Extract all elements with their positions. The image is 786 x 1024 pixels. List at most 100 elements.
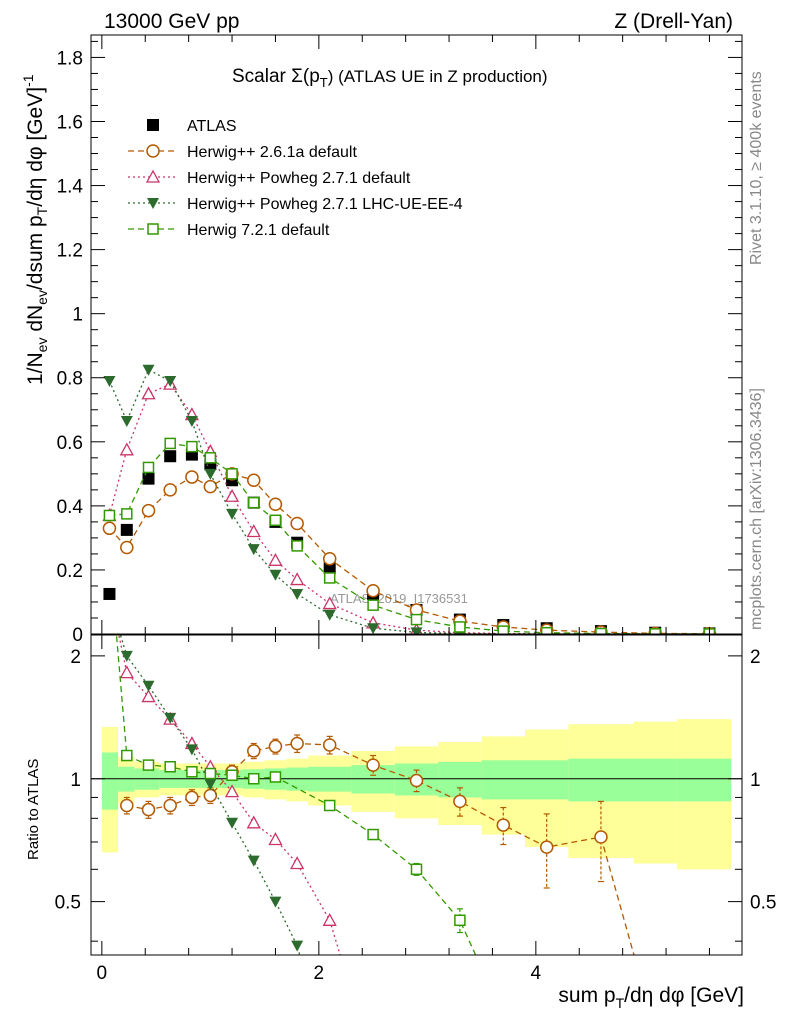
- herwig-7-2-1-default-point: [497, 625, 510, 634]
- legend-marker-herwig-7-2-1-default: [147, 223, 159, 235]
- herwig-powheg-2-7-1-lhc-ue-ee-4-point: [323, 609, 336, 621]
- herwig-2-6-1a-default-point: [366, 584, 380, 598]
- main-y-tick-label: 0: [72, 625, 83, 646]
- legend-label-herwig-2-6-1a-default: Herwig++ 2.6.1a default: [187, 144, 357, 161]
- atlas-point: [120, 523, 133, 536]
- herwig-powheg-2-7-1-lhc-ue-ee-4-point: [410, 627, 423, 634]
- herwig-powheg-2-7-1-lhc-ue-ee-4-point: [226, 508, 239, 520]
- herwig-7-2-1-default-ratio-point: [164, 761, 176, 773]
- herwig-7-2-1-default-point: [204, 452, 217, 464]
- ratio-uncertainty-bands: [101, 719, 732, 870]
- herwig-2-6-1a-default-ratio-point: [366, 758, 380, 772]
- main-y-tick-label: 1: [72, 305, 83, 326]
- ratio-series-layer: [115, 635, 635, 955]
- mcplots-label: mcplots.cern.ch [arXiv:1306.3436]: [748, 388, 765, 630]
- main-y-tick-label: 1.2: [57, 241, 83, 262]
- ratio-y-tick-label-right: 0.5: [750, 893, 776, 914]
- herwig-2-6-1a-default-ratio-point: [409, 773, 424, 788]
- herwig-powheg-2-7-1-lhc-ue-ee-4-ratio-point: [291, 940, 304, 952]
- rivet-version-label: Rivet 3.1.10, ≥ 400k events: [748, 71, 765, 265]
- atlas-point: [164, 450, 177, 463]
- herwig-2-6-1a-default-point: [120, 540, 134, 555]
- herwig-powheg-2-7-1-default-ratio-point: [246, 815, 261, 829]
- herwig-2-6-1a-default-point: [102, 521, 117, 536]
- herwig-powheg-2-7-1-lhc-ue-ee-4-point: [142, 364, 155, 376]
- legend-label-herwig-powheg-2-7-1-lhc-ue-ee-4: Herwig++ Powheg 2.7.1 LHC-UE-EE-4: [187, 196, 463, 213]
- herwig-2-6-1a-default-ratio-point: [120, 798, 134, 813]
- inner-band-bin: [101, 752, 119, 810]
- x-tick-label: 4: [531, 963, 542, 984]
- inner-band-bin: [525, 760, 569, 800]
- herwig-powheg-2-7-1-lhc-ue-ee-4-ratio-point: [164, 712, 177, 724]
- legend-label-herwig-7-2-1-default: Herwig 7.2.1 default: [187, 222, 330, 239]
- herwig-powheg-2-7-1-default-ratio-point: [141, 689, 156, 703]
- herwig-7-2-1-default-point: [540, 626, 553, 634]
- ratio-y-tick-label: 0.5: [55, 893, 81, 914]
- herwig-powheg-2-7-1-lhc-ue-ee-4-ratio-point: [226, 817, 239, 829]
- herwig-powheg-2-7-1-default-ratio-line: [118, 635, 341, 955]
- herwig-7-2-1-default-ratio-point: [454, 914, 466, 927]
- herwig-7-2-1-default-point: [121, 508, 133, 520]
- herwig-powheg-2-7-1-default-point: [322, 596, 337, 610]
- herwig-powheg-2-7-1-default-ratio-point: [322, 912, 337, 926]
- herwig-7-2-1-default-ratio-point: [186, 766, 198, 778]
- energy-label: 13000 GeV pp: [104, 10, 239, 33]
- herwig-7-2-1-default-point: [367, 599, 379, 611]
- main-y-tick-label: 0.6: [57, 433, 83, 454]
- herwig-powheg-2-7-1-default-point: [141, 386, 156, 400]
- legend-marker-atlas: [147, 119, 159, 131]
- ratio-y-tick-label-right: 1: [750, 770, 761, 791]
- legend-marker-herwig-2-6-1a-default: [146, 144, 160, 158]
- herwig-2-6-1a-default-ratio-point: [268, 739, 283, 754]
- main-series-layer: [102, 364, 717, 634]
- herwig-2-6-1a-default-point: [163, 483, 177, 497]
- herwig-7-2-1-default-ratio-line: [115, 635, 477, 955]
- legend-marker-herwig-powheg-2-7-1-default: [145, 169, 161, 183]
- atlas-point: [323, 562, 336, 575]
- herwig-powheg-2-7-1-default-ratio-point: [290, 856, 305, 870]
- herwig-2-6-1a-default-ratio-point: [185, 790, 199, 805]
- herwig-2-6-1a-default-ratio-point: [496, 818, 511, 832]
- herwig-7-2-1-default-ratio-point: [204, 767, 217, 780]
- atlas-point: [103, 587, 116, 600]
- herwig-2-6-1a-default-point: [203, 479, 218, 494]
- ratio-frame: [90, 634, 743, 956]
- herwig-7-2-1-default-point: [103, 509, 116, 522]
- plot-title: Scalar Σ(pT) (ATLAS UE in Z production): [232, 66, 548, 90]
- ratio-y-tick-label: 2: [70, 647, 81, 668]
- plot-title-sub: T: [320, 75, 328, 90]
- herwig-powheg-2-7-1-default-point: [268, 552, 283, 566]
- legend-label-atlas: ATLAS: [187, 118, 237, 135]
- herwig-7-2-1-default-point: [164, 437, 176, 450]
- herwig-7-2-1-default-point: [186, 440, 198, 453]
- legend-marker-herwig-powheg-2-7-1-lhc-ue-ee-4: [147, 198, 159, 209]
- herwig-7-2-1-default-point: [323, 572, 336, 584]
- inner-band-bin: [438, 761, 482, 798]
- herwig-2-6-1a-default-ratio-point: [163, 798, 177, 813]
- herwig-2-6-1a-default-point: [322, 551, 337, 566]
- inner-band-bin: [481, 760, 525, 800]
- herwig-2-6-1a-default-line: [108, 473, 710, 634]
- herwig-7-2-1-default-point: [226, 468, 238, 480]
- herwig-powheg-2-7-1-default-point: [290, 572, 305, 586]
- herwig-7-2-1-default-ratio-point: [269, 771, 282, 783]
- herwig-powheg-2-7-1-default-ratio-point: [268, 832, 283, 846]
- herwig-2-6-1a-default-ratio-point: [247, 744, 261, 758]
- herwig-7-2-1-default-ratio-point: [323, 799, 336, 812]
- herwig-powheg-2-7-1-lhc-ue-ee-4-point: [291, 588, 304, 600]
- legend-label-herwig-powheg-2-7-1-default: Herwig++ Powheg 2.7.1 default: [187, 170, 411, 187]
- main-y-axis-label: 1/Nev dNev/dsum pT/dη dφ [GeV]-1: [20, 74, 50, 385]
- herwig-powheg-2-7-1-default-point: [246, 524, 261, 538]
- herwig-7-2-1-default-point: [248, 496, 260, 509]
- herwig-powheg-2-7-1-lhc-ue-ee-4-point: [164, 375, 177, 387]
- atlas-point: [142, 472, 155, 485]
- herwig-powheg-2-7-1-lhc-ue-ee-4-ratio-point: [120, 650, 133, 662]
- herwig-7-2-1-default-point: [269, 514, 282, 527]
- herwig-7-2-1-default-ratio-point: [367, 828, 379, 841]
- herwig-2-6-1a-default-point: [141, 503, 156, 518]
- main-y-tick-label: 1.8: [57, 48, 83, 69]
- herwig-7-2-1-default-ratio-point: [142, 759, 155, 771]
- herwig-2-6-1a-default-ratio-point: [322, 738, 337, 752]
- herwig-7-2-1-default-ratio-point: [248, 773, 260, 785]
